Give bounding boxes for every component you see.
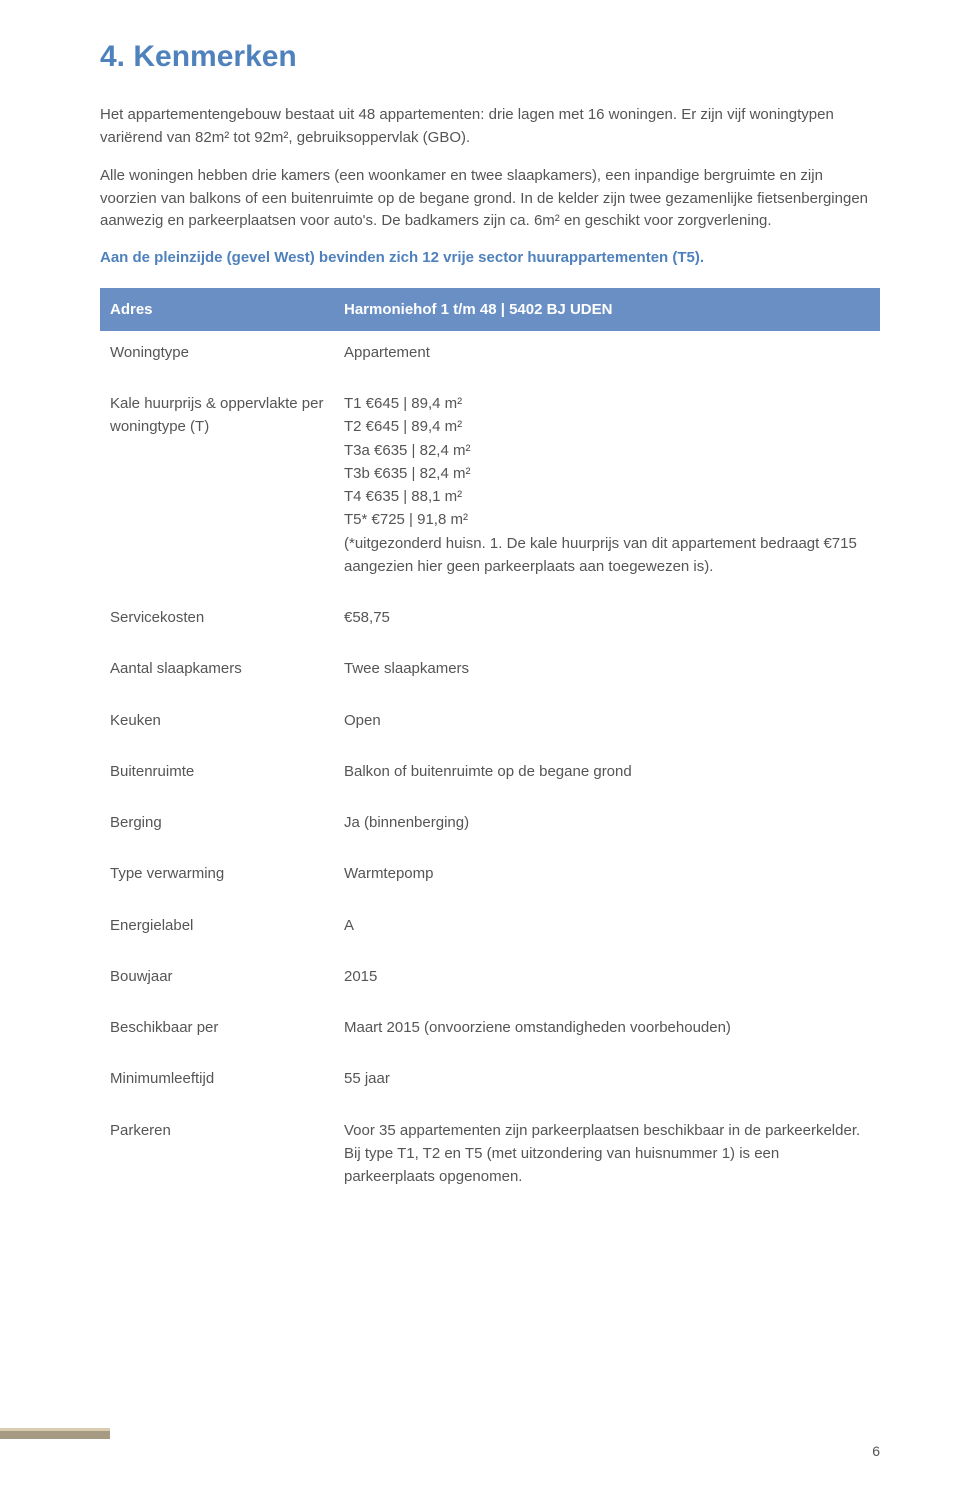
intro-paragraph-2: Alle woningen hebben drie kamers (een wo… [100,165,880,233]
page: 4. Kenmerken Het appartementengebouw bes… [0,0,960,1489]
table-row-value: Twee slaapkamers [334,647,880,698]
page-number: 6 [872,1443,880,1459]
table-row-label: Berging [100,801,334,852]
table-row-value: €58,75 [334,596,880,647]
table-row: Parkeren Voor 35 appartementen zijn park… [100,1109,880,1207]
table-row-label: Kale huurprijs & oppervlakte per woningt… [100,382,334,596]
table-row-value: Appartement [334,331,880,382]
table-row-label: Energielabel [100,904,334,955]
table-row: Energielabel A [100,904,880,955]
table-row: Buitenruimte Balkon of buitenruimte op d… [100,750,880,801]
table-row-value: Voor 35 appartementen zijn parkeerplaats… [334,1109,880,1207]
table-row-value: Balkon of buitenruimte op de begane gron… [334,750,880,801]
table-header-row: Adres Harmoniehof 1 t/m 48 | 5402 BJ UDE… [100,288,880,331]
table-header-label: Adres [100,288,334,331]
table-row: Woningtype Appartement [100,331,880,382]
intro-paragraph-1: Het appartementengebouw bestaat uit 48 a… [100,104,880,149]
property-info-table: Adres Harmoniehof 1 t/m 48 | 5402 BJ UDE… [100,288,880,1207]
highlight-paragraph: Aan de pleinzijde (gevel West) bevinden … [100,249,880,266]
table-row-label: Woningtype [100,331,334,382]
table-row: Minimumleeftijd 55 jaar [100,1057,880,1108]
table-row-value: Warmtepomp [334,852,880,903]
table-header-value: Harmoniehof 1 t/m 48 | 5402 BJ UDEN [334,288,880,331]
table-row-label: Type verwarming [100,852,334,903]
table-row-value: Maart 2015 (onvoorziene omstandigheden v… [334,1006,880,1057]
table-row: Bouwjaar 2015 [100,955,880,1006]
table-row-value: Ja (binnenberging) [334,801,880,852]
table-row-label: Keuken [100,699,334,750]
table-row: Keuken Open [100,699,880,750]
table-row-value: T1 €645 | 89,4 m² T2 €645 | 89,4 m² T3a … [334,382,880,596]
table-row-value: 2015 [334,955,880,1006]
footer-decorative-bar [0,1428,110,1439]
table-row-label: Minimumleeftijd [100,1057,334,1108]
table-row-label: Beschikbaar per [100,1006,334,1057]
page-title: 4. Kenmerken [100,40,880,74]
table-row: Beschikbaar per Maart 2015 (onvoorziene … [100,1006,880,1057]
table-row-label: Parkeren [100,1109,334,1207]
table-row: Type verwarming Warmtepomp [100,852,880,903]
table-row: Servicekosten €58,75 [100,596,880,647]
table-row-label: Servicekosten [100,596,334,647]
table-row: Aantal slaapkamers Twee slaapkamers [100,647,880,698]
table-row: Kale huurprijs & oppervlakte per woningt… [100,382,880,596]
table-row-value: 55 jaar [334,1057,880,1108]
table-row-label: Bouwjaar [100,955,334,1006]
table-row-label: Buitenruimte [100,750,334,801]
table-row-value: A [334,904,880,955]
table-row-label: Aantal slaapkamers [100,647,334,698]
table-row-value: Open [334,699,880,750]
table-row: Berging Ja (binnenberging) [100,801,880,852]
